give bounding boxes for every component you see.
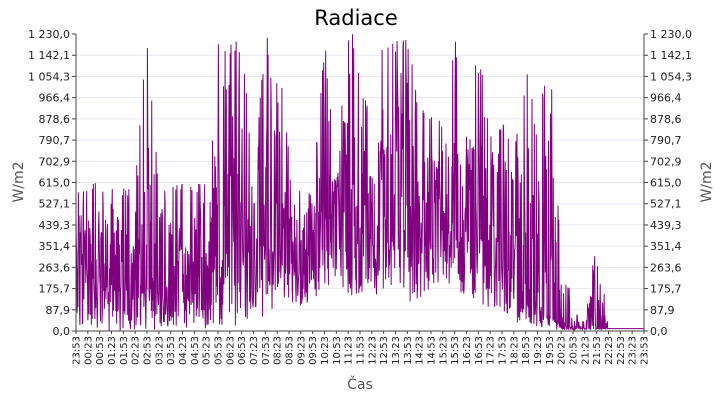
x-tick-label: 05:23: [202, 336, 213, 365]
x-tick-label: 08:23: [273, 336, 284, 365]
x-tick-label: 10:53: [332, 336, 343, 365]
x-tick-label: 06:53: [237, 336, 248, 365]
y-tick-label: 966,4: [39, 92, 71, 105]
series-radiation: [75, 34, 644, 332]
x-tick-label: 03:53: [166, 336, 177, 365]
y-tick-label: 351,4: [39, 240, 71, 253]
y-tick-label: 527,1: [650, 198, 682, 211]
x-tick-label: 20:53: [569, 336, 580, 365]
x-tick-label: 17:53: [498, 336, 509, 365]
x-tick-label: 16:53: [474, 336, 485, 365]
y-tick-label: 1 054,3: [28, 70, 70, 83]
x-tick-label: 20:23: [557, 336, 568, 365]
x-tick-label: 04:23: [178, 336, 189, 365]
x-tick-label: 12:23: [367, 336, 378, 365]
x-tick-label: 11:23: [344, 336, 355, 365]
y-tick-label: 351,4: [650, 240, 682, 253]
y-tick-label: 615,0: [650, 177, 682, 190]
x-tick-label: 14:23: [415, 336, 426, 365]
y-tick-label: 702,9: [650, 155, 682, 168]
y-tick-label: 878,6: [39, 113, 71, 126]
x-tick-label: 09:53: [308, 336, 319, 365]
x-tick-label: 13:53: [403, 336, 414, 365]
y-tick-label: 1 230,0: [28, 28, 70, 41]
y-tick-label: 966,4: [650, 92, 682, 105]
x-tick-label: 22:23: [604, 336, 615, 365]
x-tick-label: 19:53: [545, 336, 556, 365]
y-tick-label: 1 142,1: [650, 49, 692, 62]
y-tick-label: 175,7: [39, 283, 71, 296]
y-tick-label: 439,3: [650, 219, 682, 232]
y-tick-label: 263,6: [650, 261, 682, 274]
series-line-radiation: [75, 34, 644, 332]
x-tick-label: 10:23: [320, 336, 331, 365]
y-tick-label: 1 142,1: [28, 49, 70, 62]
x-tick-label: 21:53: [592, 336, 603, 365]
y-tick-label: 87,9: [650, 304, 675, 317]
x-tick-label: 06:23: [225, 336, 236, 365]
x-tick-label: 11:53: [356, 336, 367, 365]
y-tick-label: 0,0: [53, 325, 71, 338]
x-tick-label: 15:23: [438, 336, 449, 365]
y-tick-label: 1 230,0: [650, 28, 692, 41]
y-tick-label: 702,9: [39, 155, 71, 168]
y-tick-label: 439,3: [39, 219, 71, 232]
chart-title: Radiace: [314, 6, 398, 30]
x-tick-label: 18:23: [509, 336, 520, 365]
y-axis-label-right: W/m2: [699, 161, 715, 202]
x-tick-label: 02:53: [143, 336, 154, 365]
y-tick-label: 87,9: [46, 304, 71, 317]
x-axis-label: Čas: [347, 375, 373, 393]
y-tick-label: 527,1: [39, 198, 71, 211]
x-tick-label: 00:23: [83, 336, 94, 365]
y-tick-label: 790,7: [39, 134, 71, 147]
x-tick-label: 22:53: [616, 336, 627, 365]
x-tick-label: 00:53: [95, 336, 106, 365]
x-tick-label: 02:23: [131, 336, 142, 365]
x-tick-label: 09:23: [296, 336, 307, 365]
x-tick-label: 19:23: [533, 336, 544, 365]
x-tick-label: 14:53: [427, 336, 438, 365]
x-ticks: 23:53 00:23 00:53 01:23 01:53 02:23 02:53 03:23…: [72, 331, 651, 365]
x-tick-label: 23:53: [640, 336, 651, 365]
x-tick-label: 21:23: [580, 336, 591, 365]
y-axis-label-left: W/m2: [11, 161, 27, 202]
x-tick-label: 17:23: [486, 336, 497, 365]
x-tick-label: 12:53: [379, 336, 390, 365]
y-tick-label: 175,7: [650, 283, 682, 296]
x-tick-label: 01:23: [107, 336, 118, 365]
y-tick-label: 263,6: [39, 261, 71, 274]
x-tick-label: 23:23: [628, 336, 639, 365]
x-tick-label: 04:53: [190, 336, 201, 365]
x-tick-label: 01:53: [119, 336, 130, 365]
y-tick-label: 878,6: [650, 113, 682, 126]
x-tick-label: 18:53: [521, 336, 532, 365]
x-tick-label: 03:23: [154, 336, 165, 365]
y-ticks-right: 0,0 87,9 175,7 263,6 351,4 439,3 527,1 615,0 702…: [644, 28, 692, 338]
y-tick-label: 1 054,3: [650, 70, 692, 83]
y-tick-label: 0,0: [650, 325, 668, 338]
x-tick-label: 07:23: [249, 336, 260, 365]
x-tick-label: 15:53: [450, 336, 461, 365]
y-tick-label: 790,7: [650, 134, 682, 147]
x-tick-label: 13:23: [391, 336, 402, 365]
y-ticks-left: 0,0 87,9 175,7 263,6 351,4 439,3 527,1 615,0 702…: [28, 28, 76, 338]
x-tick-label: 08:53: [285, 336, 296, 365]
y-tick-label: 615,0: [39, 177, 71, 190]
x-tick-label: 07:53: [261, 336, 272, 365]
x-tick-label: 23:53: [72, 336, 83, 365]
x-tick-label: 05:53: [214, 336, 225, 365]
x-tick-label: 16:23: [462, 336, 473, 365]
